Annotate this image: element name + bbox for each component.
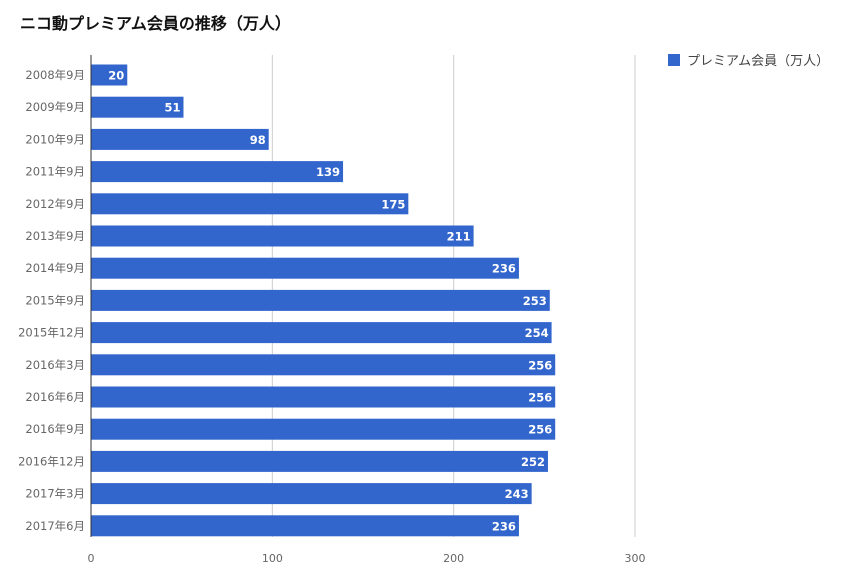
data-label: 139 xyxy=(316,165,340,179)
bar xyxy=(91,96,184,118)
x-tick-label: 100 xyxy=(262,552,283,565)
category-label: 2010年9月 xyxy=(25,132,85,146)
data-label: 256 xyxy=(528,358,552,372)
data-label: 252 xyxy=(521,455,545,469)
data-label: 253 xyxy=(523,294,547,308)
category-label: 2014年9月 xyxy=(25,261,85,275)
bar xyxy=(91,64,128,86)
category-label: 2011年9月 xyxy=(25,165,85,179)
chart-title: ニコ動プレミアム会員の推移（万人） xyxy=(20,14,291,33)
category-label: 2016年6月 xyxy=(25,390,85,404)
bar xyxy=(91,483,532,505)
legend: プレミアム会員（万人） xyxy=(668,50,829,69)
legend-label: プレミアム会員（万人） xyxy=(687,54,830,69)
category-label: 2015年9月 xyxy=(25,293,85,307)
category-label: 2017年6月 xyxy=(25,519,85,533)
bar xyxy=(91,354,556,376)
data-label: 98 xyxy=(250,133,266,147)
category-label: 2009年9月 xyxy=(25,100,85,114)
bar xyxy=(91,225,474,247)
legend-swatch xyxy=(668,53,680,66)
data-label: 243 xyxy=(505,487,529,501)
data-label: 20 xyxy=(108,69,124,83)
data-label: 256 xyxy=(528,423,552,437)
category-label: 2015年12月 xyxy=(18,326,85,340)
category-label: 2008年9月 xyxy=(25,68,85,82)
data-label: 256 xyxy=(528,391,552,405)
bar xyxy=(91,128,269,150)
bar xyxy=(91,161,344,183)
category-label: 2016年12月 xyxy=(18,454,85,468)
x-tick-label: 0 xyxy=(88,552,95,565)
data-label: 51 xyxy=(164,101,180,115)
bar xyxy=(91,450,548,472)
bar xyxy=(91,193,409,215)
bar xyxy=(91,386,556,408)
category-label: 2013年9月 xyxy=(25,229,85,243)
data-label: 254 xyxy=(525,326,549,340)
data-label: 175 xyxy=(381,197,405,211)
data-label: 236 xyxy=(492,262,516,276)
data-label: 211 xyxy=(447,230,471,244)
data-label: 236 xyxy=(492,519,516,533)
x-tick-label: 200 xyxy=(443,552,464,565)
category-label: 2016年9月 xyxy=(25,422,85,436)
bar xyxy=(91,289,550,311)
bar xyxy=(91,322,552,344)
category-label: 2012年9月 xyxy=(25,197,85,211)
bar xyxy=(91,515,519,537)
category-label: 2017年3月 xyxy=(25,487,85,501)
bar xyxy=(91,418,556,440)
x-tick-label: 300 xyxy=(625,552,646,565)
bar xyxy=(91,257,519,279)
category-label: 2016年3月 xyxy=(25,358,85,372)
